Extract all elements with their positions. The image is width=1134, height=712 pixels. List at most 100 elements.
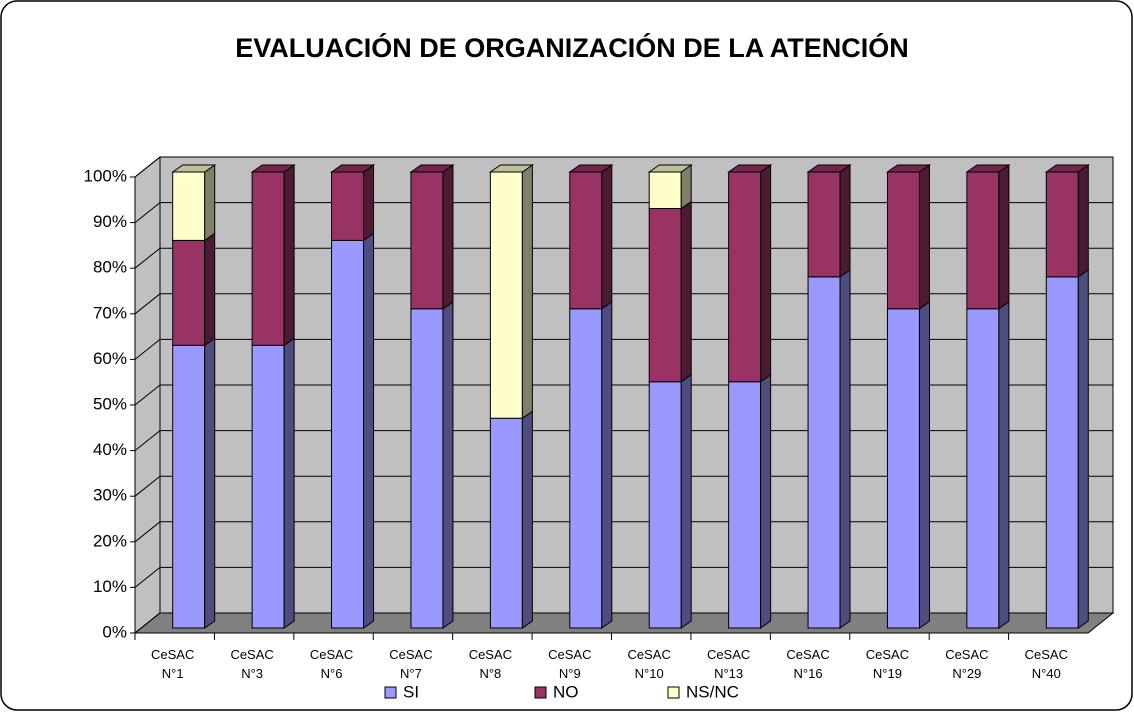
y-tick-label: 10%	[93, 577, 127, 596]
bar-side	[363, 232, 375, 629]
x-tick-label: CeSAC N°9	[548, 647, 591, 681]
bar-segment	[410, 171, 444, 310]
bar-top	[488, 164, 534, 173]
bar-segment	[251, 171, 285, 346]
grid-line	[134, 338, 1113, 360]
bar-side	[521, 164, 533, 420]
legend-swatch	[384, 686, 397, 699]
bar-side	[760, 164, 772, 383]
bar-segment	[569, 308, 603, 629]
bar-side	[601, 164, 613, 310]
x-tick-label-line: CeSAC	[1025, 647, 1068, 662]
x-tick-label-line: CeSAC	[628, 647, 671, 662]
x-tick-label: CeSAC N°13	[707, 647, 750, 681]
bar-side	[680, 373, 692, 629]
legend-swatch	[534, 686, 547, 699]
x-tick-label-line: N°16	[794, 666, 823, 681]
x-tick-label: CeSAC N°3	[230, 647, 273, 681]
bar-segment	[569, 171, 603, 310]
x-tick-label: CeSAC N°7	[389, 647, 432, 681]
bar-side	[363, 164, 375, 242]
bar-segment	[966, 308, 1000, 629]
bar-segment	[807, 171, 841, 278]
bar-segment	[728, 171, 762, 383]
bar-segment	[172, 171, 206, 241]
bar-side	[521, 410, 533, 629]
bar-segment	[807, 276, 841, 629]
x-tick-label: CeSAC N°1	[151, 647, 194, 681]
bar-side	[760, 373, 772, 629]
x-tick-label-line: N°29	[952, 666, 981, 681]
grid-line	[134, 612, 1113, 634]
x-tick-label-line: CeSAC	[230, 647, 273, 662]
y-tick-label: 90%	[93, 212, 127, 231]
bar-segment	[886, 308, 920, 629]
bar-segment	[331, 171, 365, 241]
bar-top	[1044, 164, 1090, 173]
grid-line	[134, 384, 1113, 406]
x-tick-label: CeSAC N°19	[866, 647, 909, 681]
bar-top	[647, 164, 693, 173]
legend-swatch	[667, 686, 680, 699]
bar-side	[998, 300, 1010, 629]
x-tick-label: CeSAC N°6	[310, 647, 353, 681]
bar-top	[806, 164, 852, 173]
bar-segment	[489, 171, 523, 419]
x-tick-label-line: CeSAC	[866, 647, 909, 662]
x-tick-label: CeSAC N°29	[945, 647, 988, 681]
bar-segment	[886, 171, 920, 310]
bar-segment	[728, 381, 762, 629]
bar-segment	[331, 239, 365, 629]
chart-title: EVALUACIÓN DE ORGANIZACIÓN DE LA ATENCIÓ…	[235, 32, 909, 63]
bar-segment	[489, 417, 523, 629]
bar-top	[727, 164, 773, 173]
bar-segment	[251, 344, 285, 629]
y-tick-label: 60%	[93, 349, 127, 368]
x-tick-label-line: N°40	[1032, 666, 1061, 681]
bar-segment	[648, 207, 682, 383]
bar-side	[283, 164, 295, 347]
grid-line	[134, 475, 1113, 497]
x-tick-label: CeSAC N°10	[628, 647, 671, 681]
x-tick-label-line: N°1	[162, 666, 184, 681]
legend-label: SI	[403, 682, 419, 701]
bar-segment	[172, 344, 206, 629]
bar-side	[1077, 268, 1089, 629]
y-tick-label: 40%	[93, 440, 127, 459]
grid-line	[134, 202, 1113, 223]
x-tick-label-line: N°9	[559, 666, 581, 681]
y-tick-label: 0%	[102, 622, 127, 641]
y-tick-label: 20%	[93, 531, 127, 550]
bar-top	[250, 164, 296, 173]
bar-side	[283, 337, 295, 629]
x-tick-label-line: N°6	[321, 666, 343, 681]
bar-side	[918, 164, 930, 310]
bar-segment	[648, 381, 682, 629]
x-tick-label-line: CeSAC	[389, 647, 432, 662]
grid-line	[134, 521, 1113, 543]
x-tick-label-line: CeSAC	[786, 647, 829, 662]
x-tick-label-line: N°7	[400, 666, 422, 681]
bar-side	[998, 164, 1010, 310]
bar-side	[204, 232, 216, 347]
bar-segment	[966, 171, 1000, 310]
x-tick-label-line: N°19	[873, 666, 902, 681]
bar-side	[839, 268, 851, 629]
x-tick-label-line: N°10	[635, 666, 664, 681]
bar-segment	[410, 308, 444, 629]
x-tick-label: CeSAC N°8	[469, 647, 512, 681]
x-tick-label-line: CeSAC	[548, 647, 591, 662]
bar-side	[442, 300, 454, 629]
y-tick-label: 70%	[93, 303, 127, 322]
x-tick-label-line: CeSAC	[469, 647, 512, 662]
bar-side	[680, 200, 692, 383]
bar-top	[885, 164, 932, 173]
x-tick-label: CeSAC N°40	[1025, 647, 1068, 681]
y-tick-label: 100%	[84, 166, 127, 185]
grid-line	[134, 247, 1113, 269]
bar-segment	[1045, 171, 1079, 278]
y-tick-label: 50%	[93, 394, 127, 413]
y-tick-label: 80%	[93, 258, 127, 277]
y-tick-label: 30%	[93, 486, 127, 505]
bar-side	[204, 164, 216, 242]
